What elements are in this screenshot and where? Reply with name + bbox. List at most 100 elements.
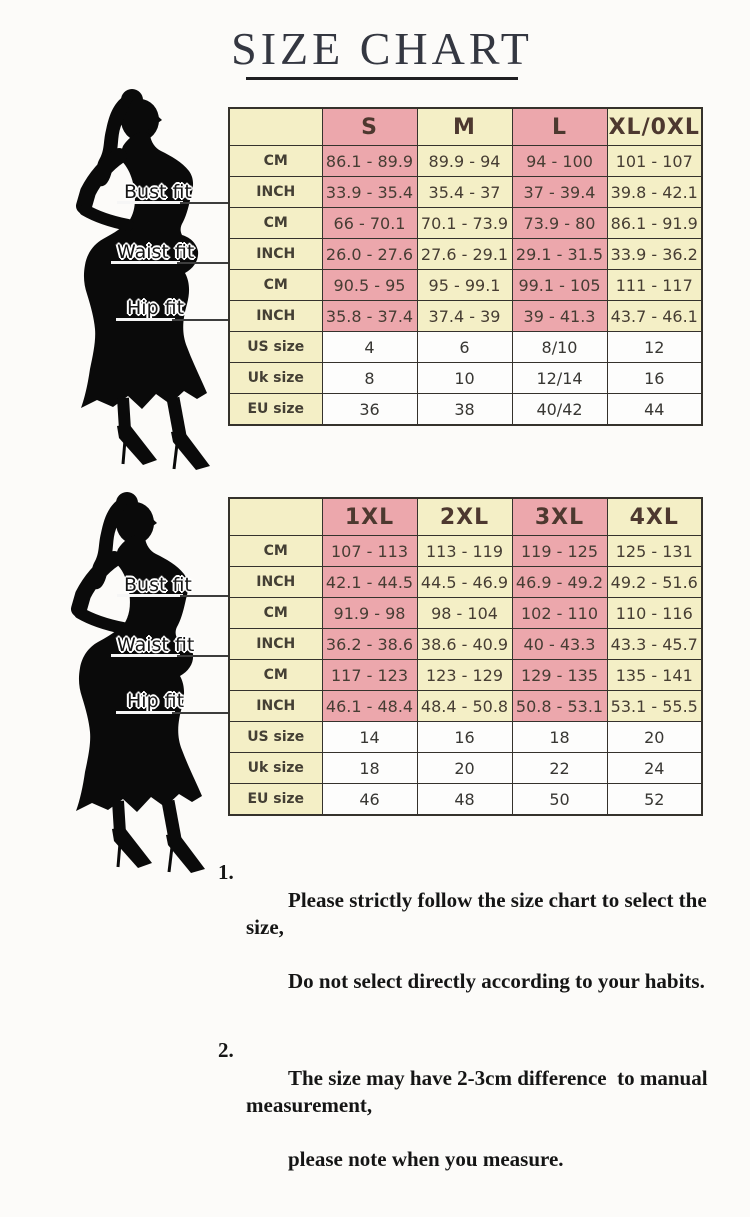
waist-inch-row: INCH 36.2 - 38.6 38.6 - 40.9 40 - 43.3 4…: [228, 628, 703, 660]
size-value-cell: 12/14: [511, 362, 608, 394]
row-label: INCH: [228, 566, 323, 598]
corner-cell: [228, 497, 323, 536]
size-value-cell: 16: [606, 362, 703, 394]
size-value-cell: 52: [606, 783, 703, 816]
size-chart-page: SIZE CHART Bust fit: [0, 23, 708, 1171]
note-line: Do not select directly according to your…: [288, 968, 705, 993]
size-value-cell: 90.5 - 95: [321, 269, 418, 301]
bust-cm-row: CM 107 - 113 113 - 119 119 - 125 125 - 1…: [228, 535, 703, 567]
row-label: CM: [228, 535, 323, 567]
size-value-cell: 43.3 - 45.7: [606, 628, 703, 660]
corner-cell: [228, 107, 323, 146]
row-label: EU size: [228, 393, 323, 426]
col-header-4xl: 4XL: [606, 497, 703, 536]
size-value-cell: 22: [511, 752, 608, 784]
size-value-cell: 117 - 123: [321, 659, 418, 691]
size-value-cell: 135 - 141: [606, 659, 703, 691]
waist-fit-label: Waist fit: [117, 241, 195, 263]
size-table-plus: 1XL 2XL 3XL 4XL CM 107 - 113 113 - 119 1…: [228, 497, 703, 816]
hip-fit-label: Hip fit: [127, 690, 185, 712]
size-value-cell: 44: [606, 393, 703, 426]
size-value-cell: 50: [511, 783, 608, 816]
size-value-cell: 119 - 125: [511, 535, 608, 567]
note-item: 2. The size may have 2-3cm difference to…: [218, 1038, 745, 1199]
row-label: Uk size: [228, 752, 323, 784]
hip-fit-label: Hip fit: [127, 297, 185, 319]
page-title: SIZE CHART: [231, 23, 533, 74]
size-value-cell: 36.2 - 38.6: [321, 628, 418, 660]
size-value-cell: 66 - 70.1: [321, 207, 418, 239]
size-value-cell: 110 - 116: [606, 597, 703, 629]
col-header-1xl: 1XL: [321, 497, 418, 536]
row-label: CM: [228, 659, 323, 691]
bust-cm-row: CM 86.1 - 89.9 89.9 - 94 94 - 100 101 - …: [228, 145, 703, 177]
uk-size-row: Uk size 18 20 22 24: [228, 752, 703, 784]
size-value-cell: 123 - 129: [416, 659, 513, 691]
title-underline: [246, 77, 518, 80]
col-header-2xl: 2XL: [416, 497, 513, 536]
size-value-cell: 26.0 - 27.6: [321, 238, 418, 270]
notes-section: 1. Please strictly follow the size chart…: [218, 860, 745, 1217]
bust-connector-line: [180, 202, 229, 204]
size-value-cell: 49.2 - 51.6: [606, 566, 703, 598]
col-header-l: L: [511, 107, 608, 146]
eu-size-row: EU size 36 38 40/42 44: [228, 393, 703, 426]
size-value-cell: 107 - 113: [321, 535, 418, 567]
waist-underline: [111, 654, 180, 657]
row-label: CM: [228, 597, 323, 629]
row-label: CM: [228, 269, 323, 301]
size-value-cell: 33.9 - 35.4: [321, 176, 418, 208]
bust-fit-label: Bust fit: [124, 574, 192, 596]
size-value-cell: 91.9 - 98: [321, 597, 418, 629]
size-value-cell: 4: [321, 331, 418, 363]
eu-size-row: EU size 46 48 50 52: [228, 783, 703, 816]
row-label: EU size: [228, 783, 323, 816]
size-value-cell: 8/10: [511, 331, 608, 363]
size-value-cell: 39.8 - 42.1: [606, 176, 703, 208]
size-value-cell: 102 - 110: [511, 597, 608, 629]
row-label: INCH: [228, 300, 323, 332]
size-value-cell: 20: [606, 721, 703, 753]
row-label: INCH: [228, 628, 323, 660]
hip-underline: [116, 711, 175, 714]
bust-underline: [117, 594, 183, 597]
size-value-cell: 48.4 - 50.8: [416, 690, 513, 722]
size-value-cell: 73.9 - 80: [511, 207, 608, 239]
waist-inch-row: INCH 26.0 - 27.6 27.6 - 29.1 29.1 - 31.5…: [228, 238, 703, 270]
col-header-xl: XL/0XL: [606, 107, 703, 146]
size-value-cell: 86.1 - 89.9: [321, 145, 418, 177]
bust-inch-row: INCH 33.9 - 35.4 35.4 - 37 37 - 39.4 39.…: [228, 176, 703, 208]
size-value-cell: 44.5 - 46.9: [416, 566, 513, 598]
size-value-cell: 53.1 - 55.5: [606, 690, 703, 722]
size-value-cell: 6: [416, 331, 513, 363]
size-value-cell: 20: [416, 752, 513, 784]
size-value-cell: 95 - 99.1: [416, 269, 513, 301]
table-header-row: 1XL 2XL 3XL 4XL: [228, 497, 703, 536]
size-value-cell: 40 - 43.3: [511, 628, 608, 660]
bust-inch-row: INCH 42.1 - 44.5 44.5 - 46.9 46.9 - 49.2…: [228, 566, 703, 598]
size-value-cell: 35.8 - 37.4: [321, 300, 418, 332]
col-header-3xl: 3XL: [511, 497, 608, 536]
uk-size-row: Uk size 8 10 12/14 16: [228, 362, 703, 394]
note-line: Please strictly follow the size chart to…: [246, 887, 712, 939]
row-label: INCH: [228, 238, 323, 270]
us-size-row: US size 14 16 18 20: [228, 721, 703, 753]
size-value-cell: 99.1 - 105: [511, 269, 608, 301]
size-value-cell: 46: [321, 783, 418, 816]
note-text: The size may have 2-3cm difference to ma…: [246, 1038, 745, 1199]
size-value-cell: 39 - 41.3: [511, 300, 608, 332]
hip-underline: [116, 318, 175, 321]
note-item: 1. Please strictly follow the size chart…: [218, 860, 745, 1021]
size-value-cell: 24: [606, 752, 703, 784]
waist-underline: [111, 261, 180, 264]
size-value-cell: 38: [416, 393, 513, 426]
size-value-cell: 38.6 - 40.9: [416, 628, 513, 660]
size-value-cell: 48: [416, 783, 513, 816]
waist-fit-label: Waist fit: [117, 634, 195, 656]
col-header-m: M: [416, 107, 513, 146]
size-value-cell: 27.6 - 29.1: [416, 238, 513, 270]
note-line: The size may have 2-3cm difference to ma…: [246, 1066, 713, 1117]
us-size-row: US size 4 6 8/10 12: [228, 331, 703, 363]
size-value-cell: 89.9 - 94: [416, 145, 513, 177]
note-number: 1.: [218, 860, 234, 884]
